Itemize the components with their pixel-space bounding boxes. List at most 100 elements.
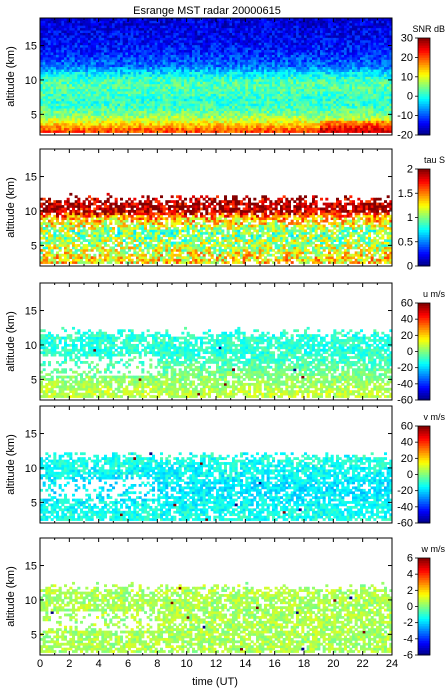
heatmap-cell [176,105,180,109]
heatmap-cell [362,115,366,119]
heatmap-cell [376,66,380,70]
heatmap-cell [152,83,156,87]
heatmap-cell [117,86,121,90]
heatmap-cell [90,103,94,107]
heatmap-cell [362,113,366,116]
heatmap-cell [80,69,84,72]
heatmap-cell [261,52,265,55]
heatmap-cell [152,61,156,65]
heatmap-cell [272,110,276,114]
heatmap-cell [178,93,182,97]
heatmap-cell [264,105,268,109]
heatmap-cell [112,39,116,43]
heatmap-cell [117,91,121,94]
heatmap-cell [338,125,342,129]
heatmap-cell [80,98,84,102]
heatmap-cell [53,105,57,109]
heatmap-cell [373,71,377,75]
heatmap-cell [120,81,124,85]
heatmap-cell [301,71,305,75]
heatmap-cell [66,125,70,129]
heatmap-cell [200,47,204,51]
heatmap-cell [330,125,334,129]
heatmap-cell [237,66,241,70]
heatmap-cell [362,74,366,77]
heatmap-cell [197,66,201,70]
heatmap-cell [48,100,52,104]
heatmap-cell [144,42,148,46]
heatmap-cell [53,98,57,102]
heatmap-cell [133,59,137,63]
heatmap-cell [258,130,262,133]
heatmap-cell [237,88,241,92]
heatmap-cell [202,39,206,43]
heatmap-cell [378,69,382,72]
heatmap-cell [234,96,238,99]
heatmap-cell [301,59,305,63]
heatmap-cell [384,117,388,121]
heatmap-cell [77,47,81,51]
heatmap-cell [48,54,52,58]
heatmap-cell [250,113,254,116]
heatmap-cell [328,88,332,92]
heatmap-cell [186,57,190,60]
heatmap-cell [288,54,292,58]
heatmap-cell [293,39,297,43]
heatmap-cell [245,125,249,129]
heatmap-cell [90,81,94,85]
heatmap-cell [213,54,217,58]
heatmap-cell [301,130,305,133]
heatmap-cell [98,108,102,111]
heatmap-cell [373,49,377,53]
heatmap-cell [77,125,81,129]
heatmap-cell [53,76,57,80]
heatmap-cell [184,110,188,114]
heatmap-cell [250,130,254,133]
heatmap-cell [154,108,158,111]
heatmap-cell [122,54,126,58]
heatmap-cell [376,108,380,111]
heatmap-cell [304,88,308,92]
heatmap-cell [69,93,73,97]
heatmap-cell [58,130,62,133]
heatmap-cell [338,54,342,58]
heatmap-cell [200,54,204,58]
heatmap-cell [341,125,345,129]
heatmap-cell [197,98,201,102]
heatmap-cell [349,42,353,46]
heatmap-cell [202,91,206,94]
heatmap-cell [325,74,329,77]
heatmap-cell [229,54,233,58]
heatmap-cell [125,66,129,70]
heatmap-cell [53,61,57,65]
heatmap-cell [256,57,260,60]
heatmap-cell [256,39,260,43]
heatmap-cell [69,81,73,85]
heatmap-cell [378,108,382,111]
heatmap-cell [354,66,358,70]
heatmap-cell [202,108,206,111]
heatmap-cell [384,49,388,53]
heatmap-cell [173,52,177,55]
heatmap-cell [56,78,60,82]
heatmap-cell [197,86,201,90]
heatmap-cell [160,125,164,129]
heatmap-cell [205,59,209,63]
heatmap-cell [378,83,382,87]
heatmap-cell [138,44,142,48]
heatmap-cell [389,115,393,119]
heatmap-cell [189,96,193,99]
heatmap-cell [192,127,196,131]
heatmap-cell [85,49,89,53]
heatmap-cell [45,57,49,60]
heatmap-cell [322,110,326,114]
heatmap-cell [96,130,100,133]
heatmap-cell [306,125,310,129]
heatmap-cell [213,69,217,72]
heatmap-cell [189,59,193,63]
heatmap-cell [138,122,142,126]
heatmap-cell [298,110,302,114]
heatmap-cell [248,57,252,60]
heatmap-cell [122,117,126,121]
heatmap-cell [386,93,390,97]
